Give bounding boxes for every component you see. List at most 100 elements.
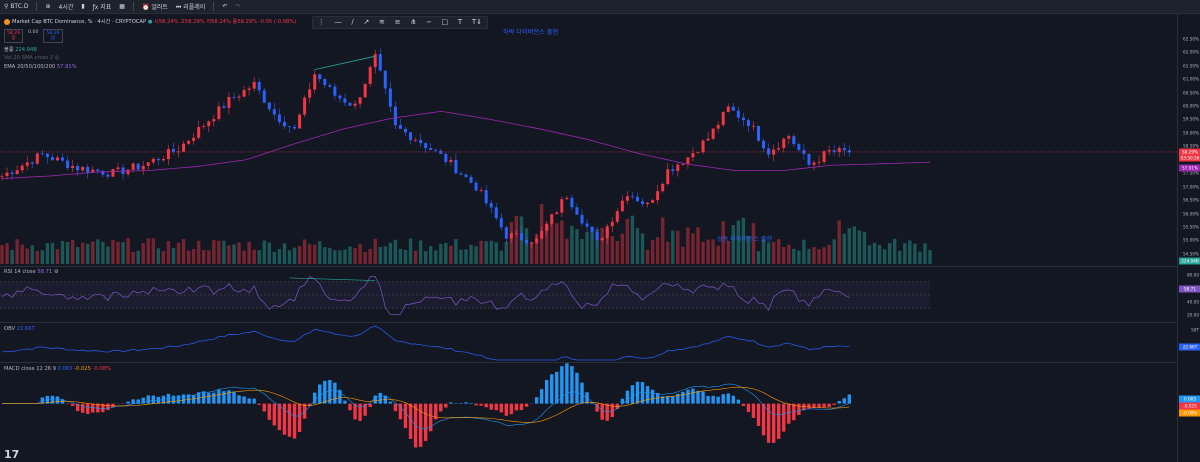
volume-bars	[0, 203, 932, 264]
compare-button[interactable]: ⊕	[45, 3, 51, 10]
pitchfork-icon[interactable]: ⋔	[410, 18, 417, 26]
volume-bar	[353, 248, 357, 264]
pane-separator[interactable]	[0, 322, 1177, 323]
macd-histogram-bar	[751, 403, 756, 418]
path-icon[interactable]: ∽	[425, 18, 432, 26]
volume-bar	[277, 249, 282, 264]
macd-histogram-bar	[217, 389, 221, 404]
price-label-icon[interactable]: T⇓	[471, 18, 482, 26]
volume-bar	[509, 222, 514, 264]
parallel-channel-icon[interactable]: ≋	[379, 18, 385, 26]
candle-body	[721, 111, 725, 125]
candle-body	[116, 167, 120, 170]
candle-body	[635, 196, 639, 202]
candle-body	[701, 140, 705, 153]
volume-bar	[711, 239, 715, 264]
volume-bar	[610, 236, 614, 264]
macd-histogram-bar	[645, 386, 650, 404]
eye-icon[interactable]: ◎	[54, 55, 60, 61]
macd-histogram-bar	[610, 403, 614, 418]
templates-icon[interactable]: ▦	[119, 3, 125, 10]
buy-button[interactable]: 58.29 삼	[43, 29, 63, 43]
volume-bar	[620, 233, 625, 264]
volume-bar	[318, 241, 322, 264]
macd-histogram-bar	[408, 403, 413, 439]
undo-icon[interactable]: ↶	[222, 3, 228, 10]
candle-body	[409, 132, 413, 141]
candle-body	[146, 162, 150, 166]
candle-body	[86, 166, 90, 173]
volume-bar	[388, 242, 393, 264]
symbol-search-button[interactable]: ⚲ BTC.D	[4, 3, 29, 10]
trend-line-icon[interactable]: ∕	[351, 18, 354, 26]
volume-bar	[776, 239, 781, 264]
horizontal-line-icon[interactable]: ―	[334, 18, 342, 26]
replay-button[interactable]: ⏮ 리플레이	[175, 3, 206, 11]
pane-separator[interactable]	[0, 362, 1177, 363]
macd-histogram-bar	[398, 403, 403, 420]
price-tick-label: 61.50%	[1183, 63, 1199, 69]
drag-handle-icon[interactable]: ⋮	[317, 18, 325, 26]
volume-bar	[731, 225, 736, 264]
candle-body	[151, 158, 155, 163]
text-icon[interactable]: T	[457, 18, 463, 26]
fib-icon[interactable]: ≡	[394, 18, 401, 26]
volume-bar	[479, 240, 483, 264]
redo-icon[interactable]: ↷	[235, 3, 241, 10]
price-tick-label: 62.00%	[1183, 49, 1199, 55]
macd-histogram-bar	[600, 403, 604, 420]
volume-bar	[227, 245, 231, 264]
macd-histogram-bar	[832, 403, 836, 405]
macd-histogram-bar	[539, 389, 544, 404]
settings-icon[interactable]: ⚙	[53, 269, 59, 275]
volume-value: 224.94B	[15, 47, 37, 53]
volume-bar	[494, 242, 498, 264]
macd-histogram-bar	[489, 403, 493, 410]
candle-body	[590, 226, 594, 232]
rectangle-icon[interactable]: □	[441, 18, 449, 26]
buy-label: 삼	[50, 36, 56, 41]
sell-button[interactable]: 58.29 팜	[4, 29, 24, 43]
indicators-button[interactable]: ƒx 지표	[92, 4, 112, 11]
candle-body	[262, 90, 266, 103]
ray-icon[interactable]: ↗	[363, 18, 370, 26]
volume-bar	[101, 241, 105, 264]
price-tick-label: 55.00%	[1183, 237, 1199, 243]
macd-histogram-bar	[227, 390, 231, 404]
pane-separator[interactable]	[0, 266, 1177, 267]
macd-histogram-bar	[822, 403, 826, 408]
volume-bar	[287, 250, 292, 264]
volume-bar	[282, 243, 287, 264]
chart-title: Market Cap BTC Dominance, % · 4시간 · CRYP…	[12, 19, 147, 25]
macd-histogram-bar	[514, 403, 519, 411]
volume-bar	[872, 242, 877, 264]
price-axis[interactable]: 62.50% 62.00% 61.50% 61.00% 60.50% 60.00% 59.5…	[1177, 14, 1200, 462]
alert-button[interactable]: ⏰ 얼러트	[141, 4, 168, 11]
candle-body	[121, 167, 125, 175]
rsi-pane	[0, 276, 930, 316]
candle-body	[242, 89, 246, 97]
candle-body	[217, 106, 221, 120]
macd-histogram-bar	[797, 403, 801, 416]
volume-bar	[383, 246, 388, 264]
volume-bar	[141, 243, 145, 264]
bullish-divergence-label[interactable]: 상승 다이버전스 출현	[717, 236, 773, 243]
macd-histogram-bar	[368, 403, 372, 408]
candle-body	[792, 136, 796, 145]
candle-body	[600, 237, 604, 240]
price-tick-label: 58.50%	[1183, 143, 1199, 149]
candle-body	[550, 214, 554, 224]
macd-histogram-bar	[434, 403, 438, 420]
chart-type-icon[interactable]: ▮	[81, 3, 85, 10]
interval-button[interactable]: 4시간	[58, 4, 74, 11]
volume-bar	[232, 244, 236, 264]
bearish-divergence-label[interactable]: 하락 다이버전스 출현	[503, 29, 559, 36]
macd-histogram-bar	[444, 403, 448, 408]
candle-body	[555, 212, 559, 215]
macd-histogram-bar	[676, 393, 680, 404]
volume-bar	[898, 250, 902, 264]
macd-histogram-bar	[817, 403, 821, 408]
candle-body	[5, 172, 9, 176]
candle-body	[232, 96, 236, 98]
